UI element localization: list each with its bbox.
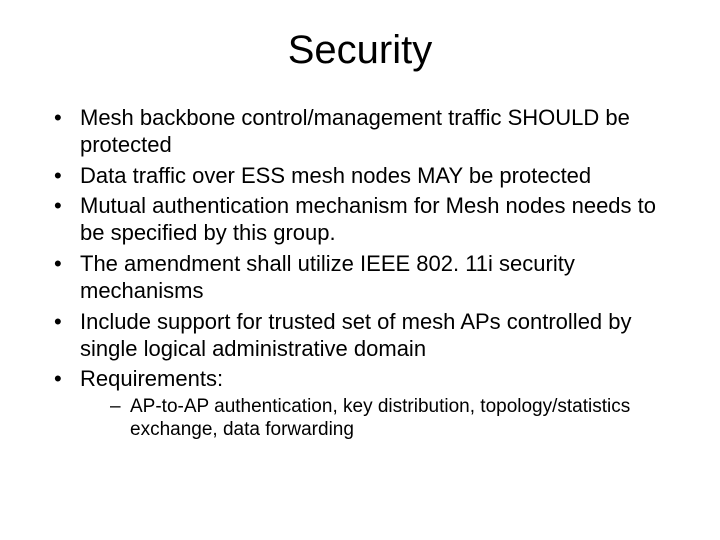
bullet-text: AP-to-AP authentication, key distributio… xyxy=(130,396,630,440)
slide-title: Security xyxy=(36,28,684,73)
slide: Security Mesh backbone control/managemen… xyxy=(0,0,720,540)
sub-bullet-list: AP-to-AP authentication, key distributio… xyxy=(80,395,678,441)
bullet-list: Mesh backbone control/management traffic… xyxy=(36,105,684,442)
bullet-text: Mutual authentication mechanism for Mesh… xyxy=(80,193,656,245)
list-item: Requirements: AP-to-AP authentication, k… xyxy=(54,366,678,441)
list-item: Include support for trusted set of mesh … xyxy=(54,309,678,363)
bullet-text: Data traffic over ESS mesh nodes MAY be … xyxy=(80,163,591,188)
list-item: AP-to-AP authentication, key distributio… xyxy=(110,395,678,441)
bullet-text: Mesh backbone control/management traffic… xyxy=(80,105,630,157)
list-item: Mutual authentication mechanism for Mesh… xyxy=(54,193,678,247)
bullet-text: The amendment shall utilize IEEE 802. 11… xyxy=(80,251,575,303)
bullet-text: Include support for trusted set of mesh … xyxy=(80,309,632,361)
list-item: Data traffic over ESS mesh nodes MAY be … xyxy=(54,163,678,190)
list-item: Mesh backbone control/management traffic… xyxy=(54,105,678,159)
list-item: The amendment shall utilize IEEE 802. 11… xyxy=(54,251,678,305)
bullet-text: Requirements: xyxy=(80,366,223,391)
